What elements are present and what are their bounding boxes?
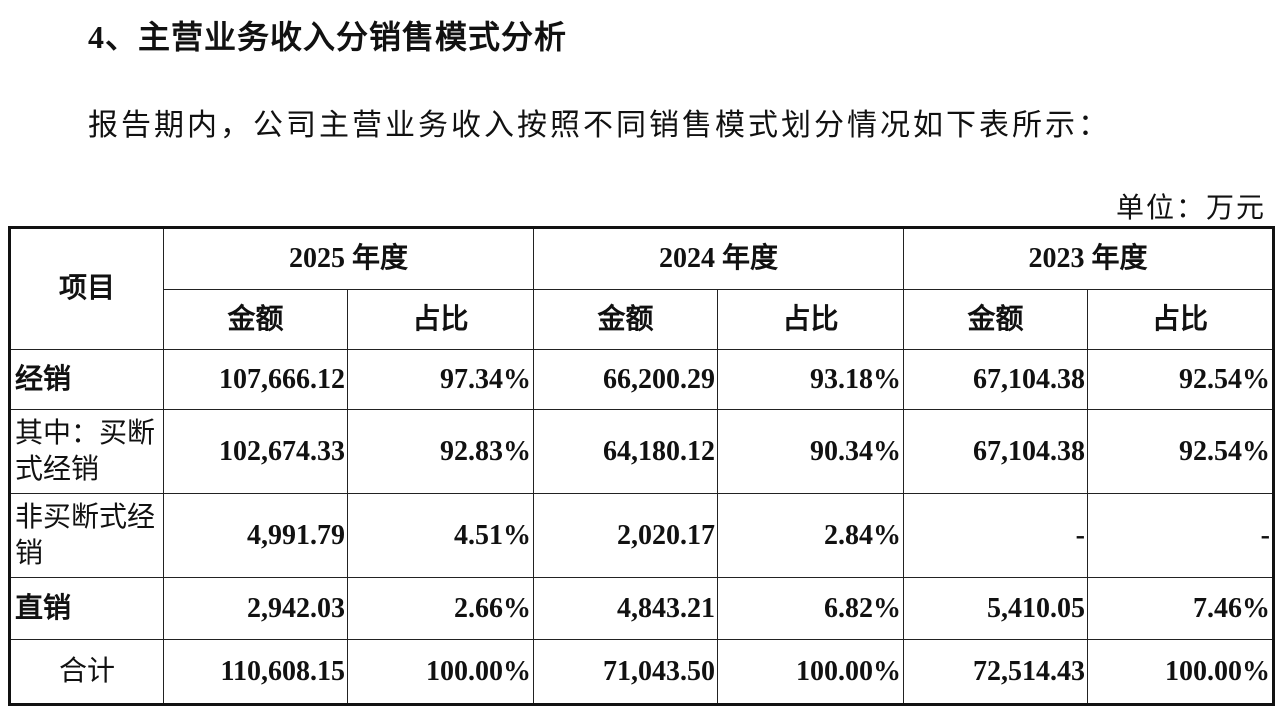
cell: 100.00% bbox=[347, 639, 534, 705]
cell: 2,020.17 bbox=[533, 493, 718, 578]
row-label: 经销 bbox=[9, 349, 164, 410]
cell: 4,991.79 bbox=[163, 493, 348, 578]
cell: 2.66% bbox=[347, 577, 534, 640]
revenue-table: 项目 2025 年度 2024 年度 2023 年度 金额 占比 金额 占比 金额 占比 经销 107… bbox=[8, 226, 1275, 706]
row-label: 其中：买断式经销 bbox=[9, 409, 164, 494]
cell: 92.83% bbox=[347, 409, 534, 494]
cell: 97.34% bbox=[347, 349, 534, 410]
row-label: 直销 bbox=[9, 577, 164, 640]
cell: 66,200.29 bbox=[533, 349, 718, 410]
table-row: 直销 2,942.03 2.66% 4,843.21 6.82% 5,410.05 7.46… bbox=[9, 577, 1274, 640]
table-row: 项目 2025 年度 2024 年度 2023 年度 bbox=[9, 227, 1274, 350]
cell: 2,942.03 bbox=[163, 577, 348, 640]
table-row: 合计 110,608.15 100.00% 71,043.50 100.00% 72,51… bbox=[9, 639, 1274, 705]
cell: 67,104.38 bbox=[903, 409, 1088, 494]
cell: 93.18% bbox=[717, 349, 904, 410]
cell: - bbox=[903, 493, 1088, 578]
cell: 100.00% bbox=[717, 639, 904, 705]
cell: 92.54% bbox=[1087, 409, 1274, 494]
cell: 4,843.21 bbox=[533, 577, 718, 640]
paragraph: 报告期内，公司主营业务收入按照不同销售模式划分情况如下表所示： bbox=[88, 109, 1111, 142]
cell: 6.82% bbox=[717, 577, 904, 640]
row-label: 非买断式经销 bbox=[9, 493, 164, 578]
heading: 4、主营业务收入分销售模式分析 bbox=[88, 19, 568, 55]
cell: 100.00% bbox=[1087, 639, 1274, 705]
table-row: 非买断式经销 4,991.79 4.51% 2,020.17 2.84% - - bbox=[9, 493, 1274, 578]
item-header: 项目 bbox=[9, 227, 164, 350]
cell: 71,043.50 bbox=[533, 639, 718, 705]
cell: 92.54% bbox=[1087, 349, 1274, 410]
sub-header: 金额 bbox=[903, 289, 1088, 350]
cell: 5,410.05 bbox=[903, 577, 1088, 640]
sub-header: 占比 bbox=[1087, 289, 1274, 350]
cell: 90.34% bbox=[717, 409, 904, 494]
year-header: 2024 年度 bbox=[533, 227, 904, 290]
cell: 64,180.12 bbox=[533, 409, 718, 494]
cell: 67,104.38 bbox=[903, 349, 1088, 410]
sub-header: 占比 bbox=[347, 289, 534, 350]
sub-header: 金额 bbox=[163, 289, 348, 350]
cell: - bbox=[1087, 493, 1274, 578]
unit-note: 单位：万元 bbox=[1115, 193, 1266, 224]
sub-header: 占比 bbox=[717, 289, 904, 350]
cell: 7.46% bbox=[1087, 577, 1274, 640]
table-row: 金额 占比 金额 占比 金额 占比 bbox=[10, 289, 1274, 350]
table-row: 其中：买断式经销 102,674.33 92.83% 64,180.12 90.34% 6… bbox=[9, 409, 1274, 494]
cell: 4.51% bbox=[347, 493, 534, 578]
cell: 72,514.43 bbox=[903, 639, 1088, 705]
sub-header: 金额 bbox=[533, 289, 718, 350]
row-label: 合计 bbox=[9, 639, 164, 705]
cell: 110,608.15 bbox=[163, 639, 348, 705]
cell: 107,666.12 bbox=[163, 349, 348, 410]
cell: 102,674.33 bbox=[163, 409, 348, 494]
year-header: 2023 年度 bbox=[903, 227, 1274, 290]
year-header: 2025 年度 bbox=[163, 227, 534, 290]
table-row: 经销 107,666.12 97.34% 66,200.29 93.18% 67,104.… bbox=[9, 349, 1274, 410]
cell: 2.84% bbox=[717, 493, 904, 578]
